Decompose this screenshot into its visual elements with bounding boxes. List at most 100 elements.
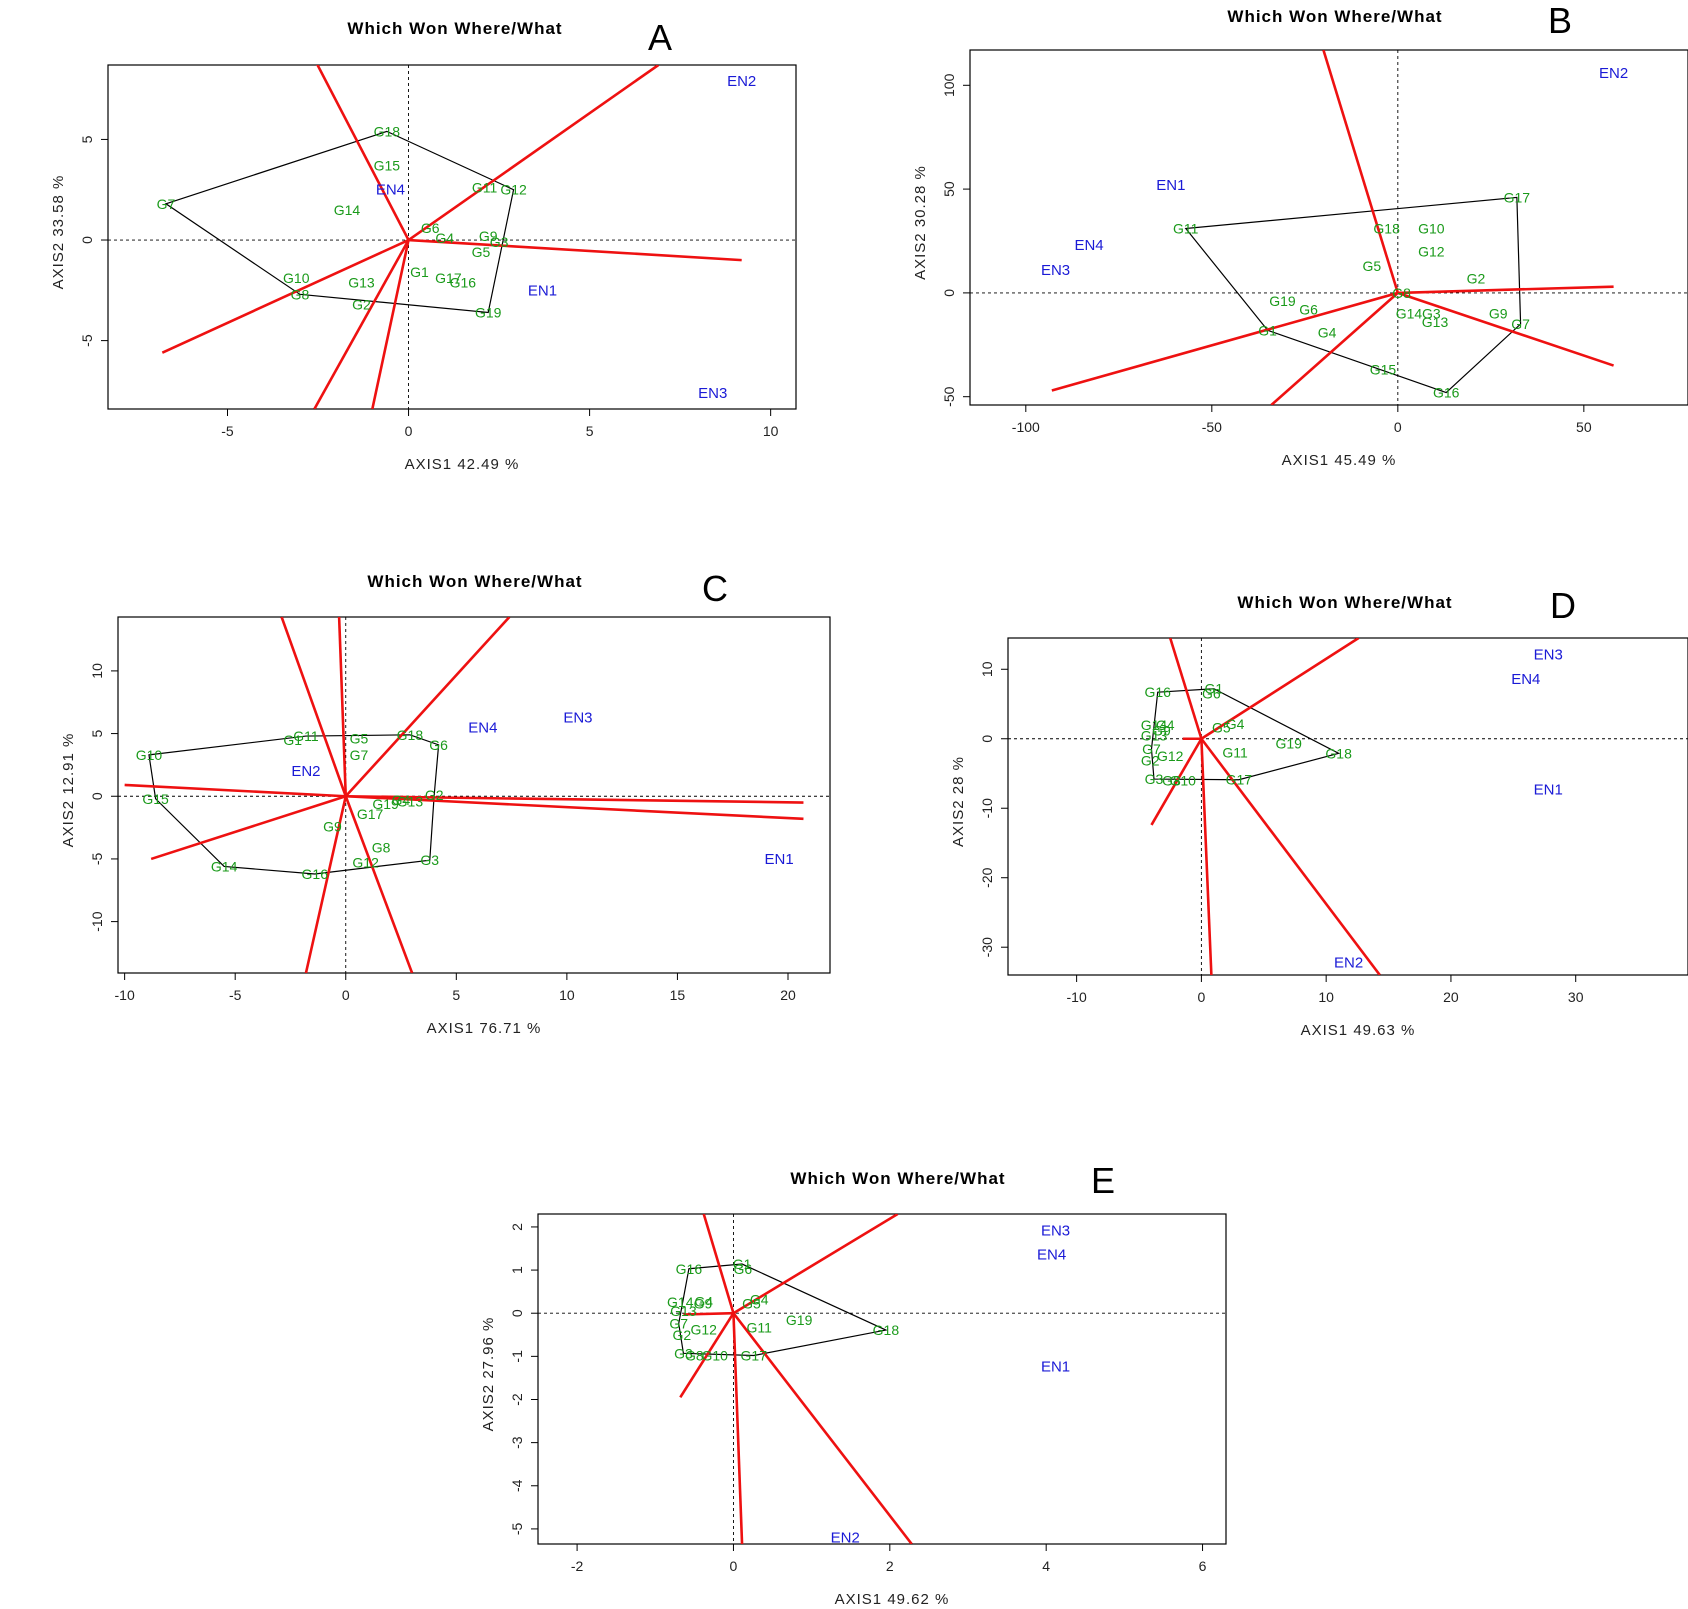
environment-label: EN2 [831,1530,860,1547]
genotype-label: G19 [372,796,399,812]
genotype-label: G16 [450,274,477,290]
genotype-label: G10 [701,1347,728,1363]
genotype-label: G8 [291,286,310,302]
genotype-label: G3 [674,1345,693,1361]
plot-frame [117,616,831,974]
y-tick-label: -3 [509,1436,525,1449]
genotype-label: G1 [733,1256,752,1272]
y-tick-label: -30 [979,937,995,957]
genotype-label: G9 [323,818,342,834]
genotype-label: G4 [694,1294,713,1310]
genotype-label: G6 [1299,302,1318,318]
y-tick-label: 0 [979,735,995,743]
genotype-label: G16 [1144,684,1171,700]
genotype-label: G8 [1392,285,1411,301]
environment-label: EN1 [528,282,557,299]
environment-label: EN3 [698,385,727,402]
genotype-label: G2 [425,787,444,803]
environment-label: EN2 [727,73,756,90]
sector-line [732,1214,899,1315]
x-tick-label: 5 [452,987,460,1003]
genotype-label: G5 [1212,720,1231,736]
sector-line [316,65,410,241]
y-tick-label: -1 [509,1350,525,1363]
genotype-label: G9 [1152,722,1171,738]
panel-letter: A [648,17,672,58]
genotype-label: G7 [157,196,176,212]
environment-label: EN2 [1334,954,1363,971]
genotype-label: G11 [1222,745,1248,761]
genotype-label: G2 [673,1327,692,1343]
environment-label: EN3 [1041,262,1070,279]
plot-frame [537,1213,1227,1545]
environment-label: EN3 [563,709,592,726]
panel-d: Which Won Where/What D -10 0 10 20 30 -30 -20 -10… [950,585,1688,1039]
y-tick-label: -50 [941,386,957,406]
genotype-label: G18 [873,1322,900,1338]
genotype-label: G12 [691,1322,718,1338]
chart-title: Which Won Where/What [790,1169,1005,1188]
chart-title: Which Won Where/What [347,19,562,38]
y-axis-label: AXIS2 28 % [950,756,967,847]
environment-label: EN1 [1534,781,1563,798]
y-tick-label: 50 [941,181,957,197]
genotype-label: G6 [733,1261,752,1277]
genotype-label: G8 [1162,772,1181,788]
genotype-label: G14 [211,858,238,874]
plot-frame [107,64,797,410]
x-tick-label: -5 [229,987,242,1003]
sector-line [1200,738,1213,975]
y-axis-label: AXIS2 12.91 % [60,733,77,848]
y-tick-label: 1 [509,1266,525,1274]
genotype-label: G12 [352,855,379,871]
genotype-label: G10 [1169,772,1196,788]
x-tick-label: -50 [1202,419,1222,435]
sector-line [345,794,804,821]
genotype-label: G3 [1145,771,1164,787]
genotype-label: G10 [1418,221,1445,237]
x-tick-label: 15 [670,987,686,1003]
x-tick-label: 50 [1576,419,1592,435]
environment-label: EN4 [1511,671,1540,688]
y-tick-label: 5 [79,135,95,143]
genotype-label: G9 [1489,306,1508,322]
x-tick-label: 20 [780,987,796,1003]
plot-frame [969,49,1688,406]
genotype-label: G1 [1258,322,1277,338]
y-axis-label: AXIS2 30.28 % [912,165,929,280]
x-tick-label: -5 [221,423,234,439]
environment-label: EN3 [1534,647,1563,664]
genotype-label: G2 [1141,752,1160,768]
genotype-label: G12 [1418,243,1445,259]
x-tick-label: -10 [115,987,135,1003]
genotype-label: G18 [1325,745,1352,761]
y-axis-label: AXIS2 33.58 % [50,175,67,290]
genotype-label: G10 [136,747,163,763]
environment-label: EN4 [1074,237,1103,254]
y-tick-label: 0 [509,1309,525,1317]
y-axis-label: AXIS2 27.96 % [480,1317,497,1432]
genotype-label: G7 [350,747,369,763]
convex-hull [1150,688,1341,781]
convex-hull [678,1263,888,1357]
sector-line [337,617,348,797]
x-tick-label: 20 [1443,989,1459,1005]
x-tick-label: 0 [1197,989,1205,1005]
y-tick-label: -5 [89,852,105,865]
sector-line [732,1312,913,1544]
genotype-label: G5 [350,731,369,747]
genotype-label: G9 [479,228,498,244]
genotype-label: G4 [435,230,454,246]
x-tick-label: 10 [1318,989,1334,1005]
environment-label: EN2 [1599,65,1628,82]
environment-label: EN4 [376,182,405,199]
genotype-label: G7 [1142,741,1161,757]
genotype-label: G18 [397,727,424,743]
environment-label: EN2 [291,763,320,780]
genotype-label: G10 [283,270,310,286]
genotype-label: G15 [374,158,401,174]
sector-line [407,65,660,242]
